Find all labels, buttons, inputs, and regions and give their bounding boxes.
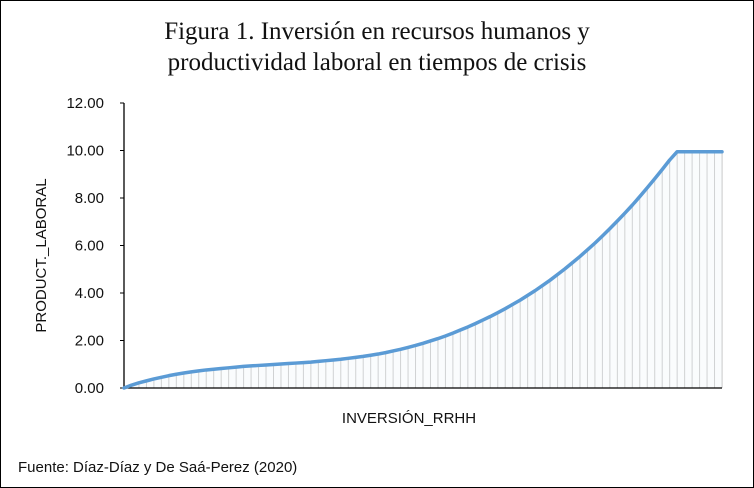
y-axis-label: PRODUCT._LABORAL — [33, 178, 50, 332]
chart-title-line-1: Figura 1. Inversión en recursos humanos … — [164, 18, 590, 45]
source-note: Fuente: Díaz-Díaz y De Saá-Perez (2020) — [18, 459, 298, 476]
y-tick-label: 10.00 — [66, 143, 104, 160]
series-line — [122, 149, 724, 390]
y-tick-label: 6.00 — [75, 238, 104, 255]
y-tick-label: 0.00 — [75, 380, 104, 397]
chart-title-line-2: productividad laboral en tiempos de cris… — [167, 49, 587, 76]
y-tick-label: 2.00 — [75, 333, 104, 350]
x-axis-label: INVERSIÓN_RRHH — [342, 410, 476, 427]
y-tick-label: 4.00 — [75, 285, 104, 302]
y-tick-labels: 0.00 2.00 4.00 6.00 8.00 10.00 12.00 — [66, 95, 124, 397]
area-fill — [124, 151, 722, 388]
y-tick-label: 8.00 — [75, 190, 104, 207]
drop-lines — [130, 151, 723, 388]
y-tick-label: 12.00 — [66, 95, 104, 112]
